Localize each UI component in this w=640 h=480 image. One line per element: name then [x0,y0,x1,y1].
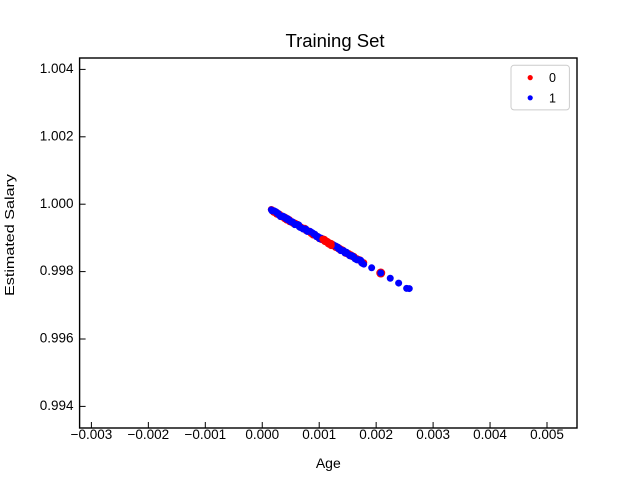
svg-text:−0.001: −0.001 [184,427,226,442]
svg-text:0.001: 0.001 [302,427,336,442]
svg-text:0.994: 0.994 [40,398,74,413]
svg-text:0.004: 0.004 [473,427,507,442]
svg-text:0.003: 0.003 [416,427,450,442]
svg-text:0.000: 0.000 [245,427,279,442]
svg-text:1: 1 [549,92,556,106]
svg-text:−0.003: −0.003 [71,427,113,442]
svg-text:−0.002: −0.002 [128,427,170,442]
svg-text:Estimated Salary: Estimated Salary [3,173,17,296]
svg-text:1.004: 1.004 [40,61,74,76]
svg-text:0.005: 0.005 [530,427,564,442]
svg-text:0.002: 0.002 [359,427,393,442]
svg-text:0.996: 0.996 [40,331,74,346]
svg-text:Training Set: Training Set [285,30,384,51]
svg-text:0.998: 0.998 [40,263,74,278]
svg-text:1.000: 1.000 [40,196,74,211]
svg-text:1.002: 1.002 [40,128,74,143]
svg-text:Age: Age [316,455,341,471]
svg-text:0: 0 [549,71,556,85]
